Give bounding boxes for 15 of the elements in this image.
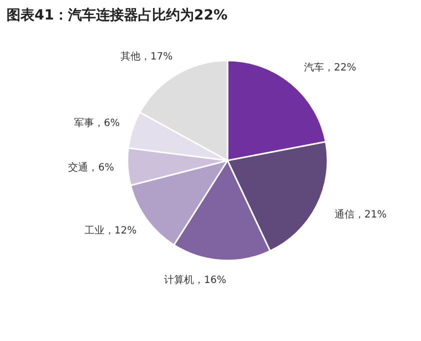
data-label: ，12% bbox=[104, 226, 137, 237]
data-label: ，16% bbox=[194, 274, 226, 286]
slice-label: 计算机 bbox=[164, 274, 194, 286]
data-label: ，22% bbox=[324, 62, 356, 74]
data-label: ，21% bbox=[354, 209, 387, 220]
slice-label: 通信 bbox=[334, 208, 354, 220]
data-label: ，6% bbox=[88, 162, 114, 174]
slice-label: 其他 bbox=[120, 50, 140, 63]
chart-title: 图表41：汽车连接器占比约为22% bbox=[6, 6, 228, 24]
slice-label: 交通 bbox=[68, 162, 88, 174]
slice-label: 工业 bbox=[84, 224, 104, 237]
data-label: ，6% bbox=[94, 118, 120, 129]
data-label: ，17% bbox=[140, 52, 173, 63]
slice-label: 汽车 bbox=[304, 62, 324, 74]
slice-label: 军事 bbox=[74, 116, 94, 129]
